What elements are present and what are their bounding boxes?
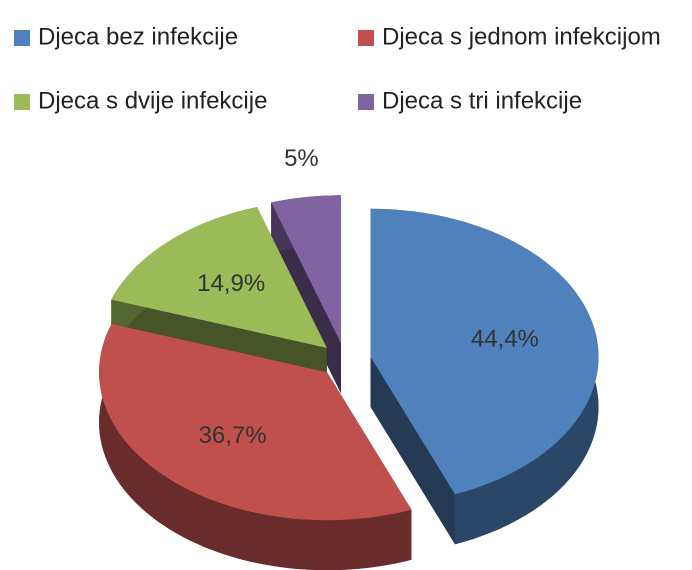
slice-wall <box>99 323 412 570</box>
data-label: 44,4% <box>471 325 539 352</box>
pie-slice <box>99 323 412 521</box>
pie-slice <box>111 207 327 348</box>
pie-slice <box>370 208 599 495</box>
slice-side <box>370 356 455 545</box>
data-label: 14,9% <box>197 270 265 297</box>
data-label: 5% <box>284 145 319 172</box>
legend-label: Djeca s tri infekcije <box>382 87 582 114</box>
legend-swatch <box>14 30 30 46</box>
data-label: 36,7% <box>199 422 267 449</box>
legend-label: Djeca s dvije infekcije <box>38 87 267 114</box>
legend-swatch <box>358 30 374 46</box>
legend-label: Djeca bez infekcije <box>38 23 238 50</box>
pie-slice <box>271 195 341 344</box>
legend-swatch <box>358 94 374 110</box>
legend-label: Djeca s jednom infekcijom <box>382 23 661 50</box>
legend-swatch <box>14 94 30 110</box>
